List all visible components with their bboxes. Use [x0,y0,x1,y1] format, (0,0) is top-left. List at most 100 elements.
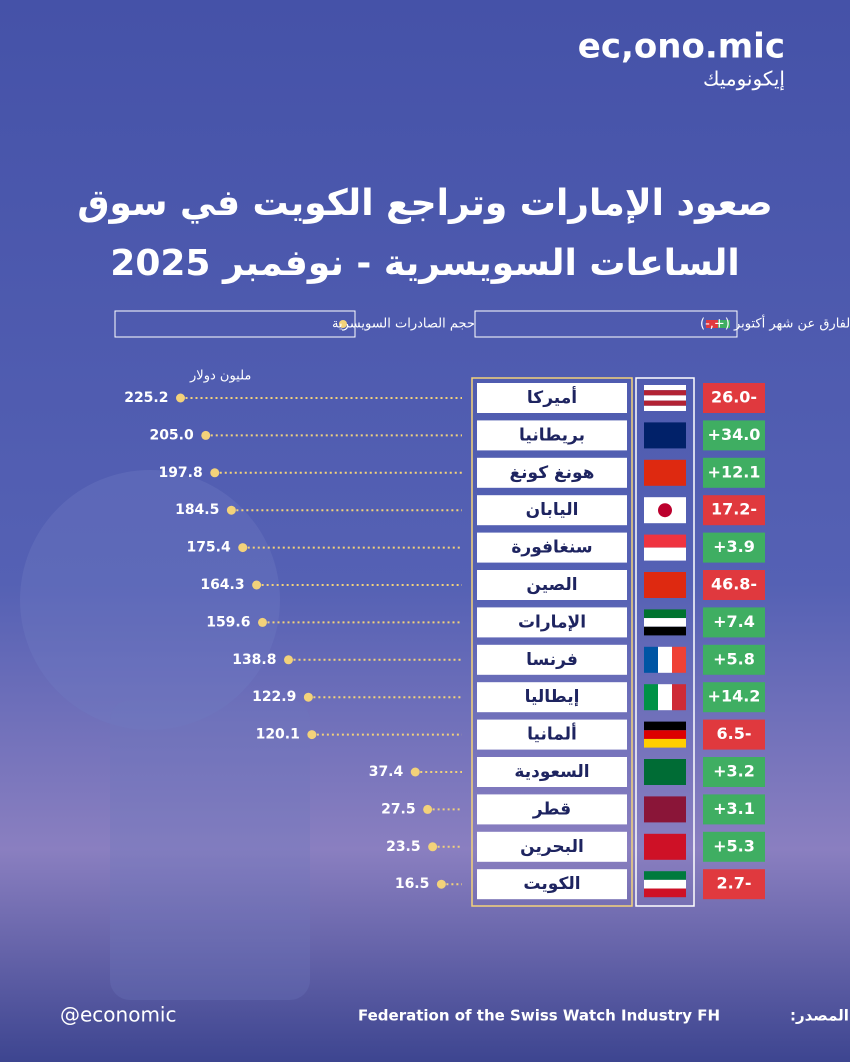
flag [644,626,686,636]
flag [644,405,686,411]
category-box [477,869,627,900]
flag [644,684,658,711]
change-box [703,719,765,750]
change-label: 6.5- [717,724,752,743]
category-label: السعودية [514,762,589,782]
legend-label: حجم الصادرات السويسرية [332,317,475,332]
category-label: الإمارات [518,612,586,632]
change-box [703,757,765,787]
flag [644,833,686,860]
legend-box [114,310,356,338]
change-box [703,794,765,825]
category-box [477,831,627,862]
value-dot [436,879,446,889]
category-label: البحرين [520,837,584,857]
legend-swatch [706,320,718,328]
change-box [703,831,765,862]
value-label: 197.8 [158,465,202,481]
change-box [703,457,765,488]
flag [644,888,686,898]
change-label: +3.9 [713,537,755,556]
change-label: 46.8- [711,575,757,594]
change-box [703,532,765,563]
category-label: فرنسا [526,650,578,670]
change-box [703,495,765,526]
flag [658,646,672,673]
change-label: +5.3 [713,836,755,855]
brand-name-ar: إيكونوميك [703,67,785,92]
category-label: أميركا [527,386,577,408]
change-box [703,644,765,675]
legend-label: الفارق عن شهر أكتوبر (+,-) [700,315,850,332]
category-box [477,570,627,600]
category-label: ألمانيا [527,723,577,745]
flag [644,400,686,406]
flag [644,618,686,627]
value-label: 37.4 [369,764,404,780]
category-label: قطر [532,799,571,819]
value-label: 159.6 [206,614,250,630]
flag [644,390,686,396]
change-label: +3.1 [713,799,755,818]
category-box [477,457,627,488]
title-line: الساعات السويسرية - نوفمبر 2025 [110,243,739,284]
category-box [477,383,627,413]
watch-decoration [20,470,280,730]
flag [644,385,686,391]
flag [644,730,686,739]
flag [644,796,686,823]
flag [672,646,686,673]
value-dot [201,430,211,440]
value-dot [307,730,317,740]
strap-decoration [110,700,310,1000]
flag [644,646,658,673]
value-label: 27.5 [381,801,416,817]
change-label: 17.2- [711,500,757,519]
flag [644,547,686,561]
value-label: 184.5 [175,502,219,518]
change-label: +7.4 [713,612,755,631]
change-label: +34.0 [708,425,761,444]
category-box [477,682,627,713]
change-box [703,383,765,413]
category-box [477,757,627,787]
value-label: 16.5 [395,876,430,892]
unit-label: مليون دولار [189,369,251,384]
value-dot [423,804,433,814]
flag [644,534,686,548]
flag [658,503,672,518]
flag [644,572,686,598]
change-label: +12.1 [708,462,761,481]
source: Federation of the Swiss Watch Industry F… [358,1007,720,1025]
change-box [703,869,765,900]
value-dot [210,468,220,478]
flag [644,721,686,731]
change-box [703,420,765,451]
change-label: +3.2 [713,762,755,781]
value-dot [176,393,185,403]
legend-swatch [339,320,347,328]
value-dot [284,655,293,665]
change-label: +14.2 [708,687,761,706]
flag [644,738,686,748]
value-dot [428,842,438,852]
category-box [477,607,627,638]
category-label: الكويت [523,874,580,894]
value-dot [252,580,262,590]
value-dot [258,617,267,627]
change-label: +5.8 [713,649,755,668]
category-label: بريطانيا [519,425,585,445]
label-frame [471,377,633,907]
category-label: الصين [526,575,577,595]
flag [644,879,686,889]
category-box [477,794,627,825]
flag-frame [635,377,695,907]
brand-name: ec,ono.mic [578,27,785,67]
flag [644,395,686,401]
value-label: 205.0 [149,427,194,443]
change-box [703,682,765,713]
value-label: 122.9 [252,689,296,705]
value-label: 23.5 [386,839,421,855]
value-dot [410,767,420,777]
